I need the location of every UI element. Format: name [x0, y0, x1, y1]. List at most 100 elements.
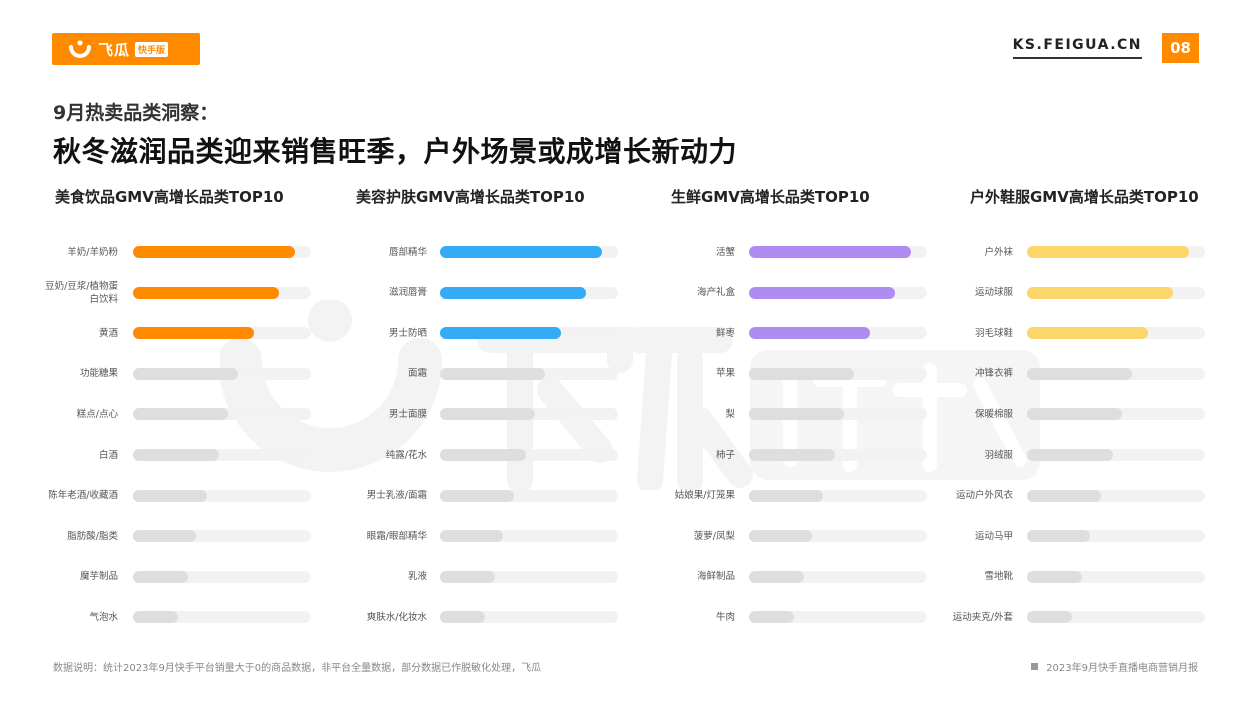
panel-title-beauty: 美容护肤GMV高增长品类TOP10 [356, 188, 585, 206]
bar [440, 611, 486, 624]
bar-track [1027, 611, 1205, 624]
bar [749, 286, 895, 299]
bar-track [1027, 408, 1205, 421]
category-label: 海产礼盒 [696, 287, 735, 299]
bar-track [749, 611, 927, 624]
category-label: 黄酒 [98, 327, 118, 339]
bar-track [133, 530, 311, 543]
bar-track [133, 408, 311, 421]
bar-track [440, 367, 618, 380]
page-subtitle: 9月热卖品类洞察： [53, 102, 219, 124]
page-title: 秋冬滋润品类迎来销售旺季，户外场景或成增长新动力 [53, 135, 738, 168]
bar-track [1027, 327, 1205, 340]
category-label: 雪地靴 [984, 571, 1013, 583]
bar [749, 611, 795, 624]
bar-track [1027, 286, 1205, 299]
bar [749, 570, 805, 583]
bar-track [749, 449, 927, 461]
bar [749, 449, 835, 461]
panel-title-fresh: 生鲜GMV高增长品类TOP10 [671, 188, 870, 206]
bar [440, 489, 515, 502]
bar-track [1027, 489, 1205, 502]
bar [1027, 408, 1123, 421]
bar [749, 489, 824, 502]
category-label: 苹果 [715, 368, 735, 380]
bar-track [749, 408, 927, 421]
bar [133, 570, 189, 583]
category-label: 面霜 [407, 368, 427, 380]
bar [440, 408, 536, 421]
bar [749, 367, 855, 380]
bar-track [440, 489, 618, 502]
category-label: 白酒 [98, 449, 118, 461]
bar-track [749, 530, 927, 543]
site-url[interactable]: KS.FEIGUA.CN [1012, 37, 1142, 59]
bar [1027, 327, 1149, 340]
bar [1027, 611, 1073, 624]
bar [1027, 489, 1102, 502]
bar [440, 449, 526, 461]
category-label: 菠萝/凤梨 [693, 530, 735, 542]
bar-track [133, 286, 311, 299]
bar [749, 246, 911, 258]
bar-track [1027, 449, 1205, 461]
brand-logo[interactable]: 飞瓜 快手版 [52, 33, 200, 65]
category-label: 梨 [725, 408, 735, 420]
category-label: 气泡水 [89, 611, 118, 623]
category-label: 活蟹 [715, 246, 735, 258]
brand-badge: 快手版 [135, 41, 169, 57]
bar-track [440, 286, 618, 299]
bar-track [133, 246, 311, 258]
report-label: 2023年9月快手直播电商营销月报 [1046, 663, 1198, 674]
category-label: 陈年老酒/收藏酒 [48, 490, 118, 502]
bar [440, 570, 496, 583]
bar [133, 611, 179, 624]
category-label: 男士防晒 [388, 327, 427, 339]
bar [440, 367, 546, 380]
bar-track [1027, 367, 1205, 380]
category-label: 姑娘果/灯笼果 [674, 490, 735, 502]
bar-track [749, 570, 927, 583]
bar [133, 408, 229, 421]
category-label: 冲锋衣裤 [974, 368, 1013, 380]
category-label: 乳液 [407, 571, 427, 583]
bar-track [133, 449, 311, 461]
category-label: 男士乳液/面霜 [366, 490, 427, 502]
category-label: 运动球服 [974, 287, 1013, 299]
bar [133, 449, 219, 461]
data-footnote: 数据说明：统计2023年9月快手平台销量大于0的商品数据，非平台全量数据，部分数… [53, 663, 542, 674]
bar [440, 286, 586, 299]
bar [133, 327, 255, 340]
bar-track [440, 246, 618, 258]
bar-track [749, 286, 927, 299]
square-icon [1031, 663, 1039, 670]
bar-track [133, 327, 311, 340]
bar [1027, 367, 1133, 380]
category-label: 户外袜 [984, 246, 1013, 258]
panel-title-outdoor: 户外鞋服GMV高增长品类TOP10 [970, 188, 1199, 206]
category-label: 鲜枣 [715, 327, 735, 339]
bar [133, 286, 279, 299]
category-label: 运动户外风衣 [955, 490, 1013, 502]
bar-track [1027, 570, 1205, 583]
bar-track [440, 611, 618, 624]
bar [749, 408, 845, 421]
bar-track [440, 570, 618, 583]
page-number: 08 [1162, 33, 1199, 63]
category-label: 海鲜制品 [696, 571, 735, 583]
bar [440, 246, 602, 258]
category-label: 滋润唇膏 [388, 287, 427, 299]
category-label: 柿子 [715, 449, 735, 461]
bar [133, 367, 239, 380]
report-name: 2023年9月快手直播电商营销月报 [1031, 659, 1198, 674]
category-label: 纯露/花水 [385, 449, 427, 461]
category-label: 羽毛球鞋 [974, 327, 1013, 339]
bar-track [440, 408, 618, 421]
bar-track [1027, 530, 1205, 543]
bar-track [133, 611, 311, 624]
category-label: 唇部精华 [388, 246, 427, 258]
bar [1027, 530, 1091, 543]
panel-title-food: 美食饮品GMV高增长品类TOP10 [55, 188, 284, 206]
category-label: 糕点/点心 [76, 408, 118, 420]
bar-track [133, 489, 311, 502]
